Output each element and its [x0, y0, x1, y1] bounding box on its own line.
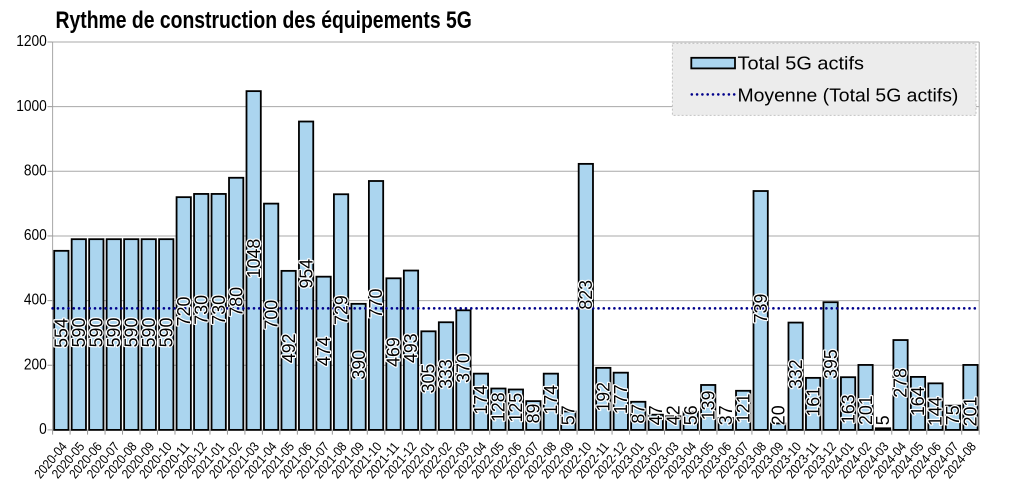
svg-text:823: 823	[575, 280, 596, 310]
svg-text:177: 177	[610, 384, 631, 414]
svg-text:954: 954	[295, 259, 316, 289]
svg-text:590: 590	[155, 318, 176, 348]
svg-text:47: 47	[645, 405, 666, 425]
svg-text:493: 493	[400, 333, 421, 363]
svg-text:700: 700	[260, 300, 281, 330]
svg-text:332: 332	[785, 359, 806, 389]
svg-text:125: 125	[505, 393, 526, 423]
svg-text:201: 201	[960, 397, 981, 427]
svg-text:128: 128	[488, 392, 509, 422]
svg-text:770: 770	[365, 289, 386, 319]
svg-text:600: 600	[24, 227, 47, 244]
svg-text:720: 720	[173, 297, 194, 327]
svg-text:590: 590	[138, 318, 159, 348]
svg-text:590: 590	[103, 318, 124, 348]
svg-text:492: 492	[278, 333, 299, 363]
svg-text:Moyenne (Total 5G actifs): Moyenne (Total 5G actifs)	[738, 84, 959, 105]
svg-text:87: 87	[627, 404, 648, 424]
svg-text:5: 5	[872, 415, 893, 425]
svg-text:780: 780	[225, 287, 246, 317]
svg-text:1200: 1200	[16, 33, 47, 50]
svg-text:554: 554	[51, 318, 72, 348]
svg-text:590: 590	[120, 318, 141, 348]
svg-text:174: 174	[470, 385, 491, 415]
svg-text:Total 5G actifs: Total 5G actifs	[738, 52, 865, 73]
svg-text:75: 75	[942, 405, 963, 425]
svg-text:57: 57	[558, 405, 579, 425]
svg-text:144: 144	[925, 396, 946, 426]
svg-text:730: 730	[208, 295, 229, 325]
svg-text:390: 390	[348, 350, 369, 380]
svg-text:729: 729	[330, 295, 351, 325]
svg-text:37: 37	[715, 405, 736, 425]
svg-text:139: 139	[697, 391, 718, 421]
svg-text:42: 42	[662, 405, 683, 425]
svg-text:200: 200	[24, 356, 47, 373]
svg-text:161: 161	[802, 387, 823, 417]
svg-text:1048: 1048	[243, 239, 264, 279]
svg-text:730: 730	[190, 295, 211, 325]
svg-text:370: 370	[453, 353, 474, 383]
svg-text:474: 474	[313, 336, 334, 366]
svg-text:89: 89	[523, 404, 544, 424]
svg-text:400: 400	[24, 292, 47, 309]
svg-text:590: 590	[86, 318, 107, 348]
svg-text:278: 278	[890, 368, 911, 398]
svg-text:469: 469	[383, 337, 404, 367]
svg-text:163: 163	[837, 394, 858, 424]
svg-text:56: 56	[680, 405, 701, 425]
svg-text:739: 739	[750, 294, 771, 324]
svg-text:Rythme de construction des équ: Rythme de construction des équipements 5…	[56, 7, 472, 34]
svg-text:121: 121	[732, 393, 753, 423]
svg-text:20: 20	[767, 405, 788, 425]
svg-text:333: 333	[435, 359, 456, 389]
svg-text:800: 800	[24, 162, 47, 179]
svg-text:192: 192	[593, 382, 614, 412]
svg-text:0: 0	[39, 421, 47, 438]
svg-text:590: 590	[68, 318, 89, 348]
svg-text:305: 305	[418, 364, 439, 394]
svg-text:164: 164	[907, 386, 928, 416]
svg-text:1000: 1000	[16, 98, 47, 115]
svg-text:174: 174	[540, 385, 561, 415]
svg-text:201: 201	[855, 395, 876, 425]
svg-text:395: 395	[820, 349, 841, 379]
